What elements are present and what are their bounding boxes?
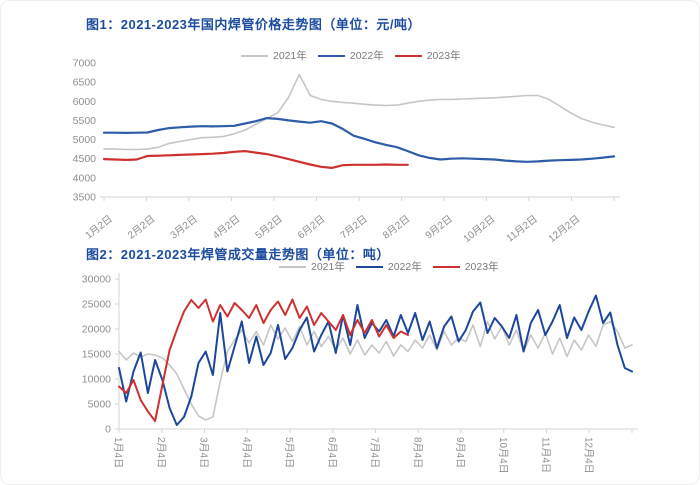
legend-item-2021: 2021年: [241, 48, 307, 63]
line-swatch-2022: [355, 265, 383, 268]
svg-text:8月2日: 8月2日: [380, 213, 412, 242]
svg-text:1月2日: 1月2日: [83, 213, 115, 242]
svg-text:7月2日: 7月2日: [338, 213, 370, 242]
svg-text:5000: 5000: [88, 399, 112, 411]
svg-text:25000: 25000: [82, 299, 111, 311]
svg-text:0: 0: [105, 424, 111, 436]
svg-text:6000: 6000: [73, 96, 97, 108]
volume-chart-title: 图2：2021-2023年焊管成交量走势图（单位：吨）: [86, 247, 390, 262]
svg-text:3500: 3500: [73, 192, 97, 204]
svg-text:4月4日: 4月4日: [240, 437, 252, 468]
svg-text:2月2日: 2月2日: [125, 213, 157, 242]
svg-text:20000: 20000: [82, 324, 111, 336]
svg-text:5月4日: 5月4日: [283, 437, 295, 468]
svg-text:9月2日: 9月2日: [423, 213, 455, 242]
price-chart-plot: 3500 4000 4500 5000 5500 6000 6500 7000 1月2日 2月2日…: [73, 58, 620, 245]
svg-text:12月4日: 12月4日: [582, 437, 594, 474]
line-swatch-2023: [432, 265, 460, 268]
svg-text:12月2日: 12月2日: [546, 213, 582, 245]
svg-text:4月2日: 4月2日: [210, 213, 242, 242]
legend-label-2023: 2023年: [464, 261, 499, 273]
svg-text:7月4日: 7月4日: [369, 437, 381, 468]
legend-label-2023: 2023年: [426, 50, 461, 62]
volume-chart-legend: 2021年 2022年 2023年: [279, 259, 499, 274]
svg-text:6月4日: 6月4日: [326, 437, 338, 468]
line-swatch-2021: [241, 54, 268, 57]
svg-text:11月2日: 11月2日: [504, 213, 540, 245]
line-swatch-2022: [317, 54, 345, 57]
svg-text:5500: 5500: [73, 115, 97, 127]
legend-item-2022: 2022年: [355, 259, 422, 274]
svg-text:3月2日: 3月2日: [168, 213, 200, 242]
svg-text:8月4日: 8月4日: [411, 437, 423, 468]
legend-label-2022: 2022年: [387, 261, 422, 273]
price-chart-title: 图1：2021-2023年国内焊管价格走势图（单位：元/吨）: [86, 17, 422, 32]
legend-item-2023: 2023年: [432, 259, 499, 274]
svg-text:5月2日: 5月2日: [253, 213, 285, 242]
svg-text:10月2日: 10月2日: [461, 213, 497, 245]
line-swatch-2021: [279, 265, 306, 268]
svg-text:10000: 10000: [82, 374, 111, 386]
svg-text:11月4日: 11月4日: [540, 437, 552, 473]
svg-text:7000: 7000: [73, 58, 97, 70]
price-chart-legend: 2021年 2022年 2023年: [241, 48, 461, 63]
svg-text:10月4日: 10月4日: [497, 437, 509, 474]
svg-text:4000: 4000: [73, 172, 97, 184]
legend-label-2021: 2021年: [273, 50, 307, 62]
svg-text:9月4日: 9月4日: [454, 437, 466, 468]
legend-item-2022: 2022年: [317, 48, 384, 63]
svg-text:30000: 30000: [82, 274, 111, 286]
legend-item-2023: 2023年: [394, 48, 461, 63]
line-swatch-2023: [394, 54, 422, 57]
svg-text:5000: 5000: [73, 134, 97, 146]
svg-text:3月4日: 3月4日: [198, 437, 210, 468]
legend-item-2021: 2021年: [279, 259, 345, 274]
legend-label-2021: 2021年: [311, 261, 345, 273]
svg-text:6500: 6500: [73, 77, 97, 89]
volume-chart-plot: 0 5000 10000 15000 20000 25000 30000 1月4日 2月4日 3月…: [82, 273, 638, 474]
svg-text:4500: 4500: [73, 153, 97, 165]
svg-text:2月4日: 2月4日: [155, 437, 167, 468]
legend-label-2022: 2022年: [349, 50, 384, 62]
svg-text:1月4日: 1月4日: [112, 437, 124, 468]
svg-text:6月2日: 6月2日: [295, 213, 327, 242]
svg-text:15000: 15000: [82, 349, 111, 361]
